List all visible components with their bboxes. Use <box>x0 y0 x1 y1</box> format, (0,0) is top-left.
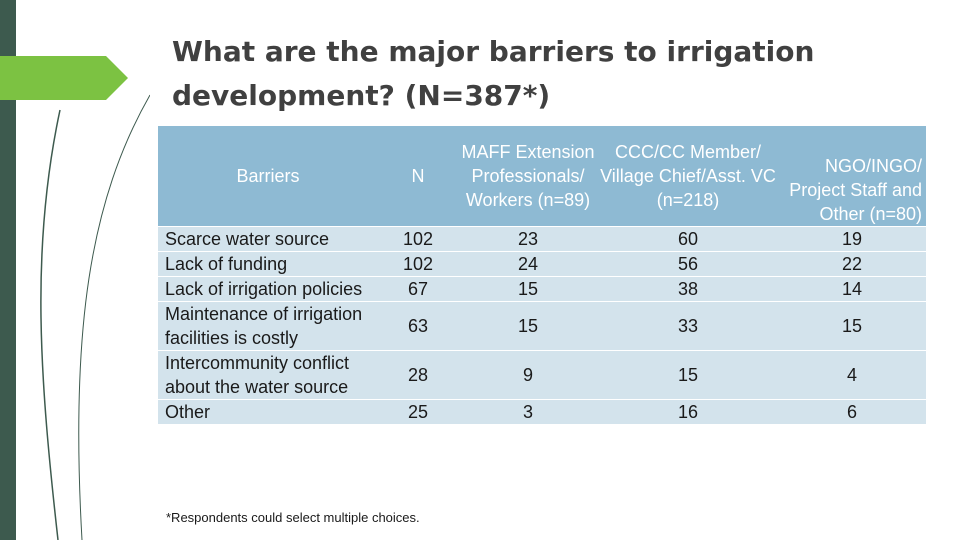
n-cell: 25 <box>378 398 458 424</box>
barrier-cell: Lack of funding <box>158 250 378 276</box>
ngo-cell: 6 <box>778 398 926 424</box>
maff-cell: 15 <box>458 275 598 301</box>
table-row: Scarce water source 102 23 60 19 <box>158 225 926 251</box>
ccc-cell: 38 <box>598 275 778 301</box>
n-cell: 63 <box>378 300 458 350</box>
barrier-cell: Maintenance of irrigation facilities is … <box>158 300 378 350</box>
slide-title: What are the major barriers to irrigatio… <box>172 35 815 112</box>
maff-cell: 15 <box>458 300 598 350</box>
ccc-cell: 15 <box>598 349 778 399</box>
n-cell: 102 <box>378 225 458 251</box>
table-header-row: Barriers N MAFF Extension Professionals/… <box>158 126 926 226</box>
header-ngo: NGO/INGO/ Project Staff and Other (n=80) <box>778 126 926 226</box>
ccc-cell: 16 <box>598 398 778 424</box>
table-row: Other 25 3 16 6 <box>158 398 926 424</box>
barrier-cell: Intercommunity conflict about the water … <box>158 349 378 399</box>
header-barriers: Barriers <box>158 126 378 226</box>
maff-cell: 24 <box>458 250 598 276</box>
maff-cell: 9 <box>458 349 598 399</box>
table-row: Maintenance of irrigation facilities is … <box>158 300 926 350</box>
footnote: *Respondents could select multiple choic… <box>166 510 420 525</box>
ccc-cell: 60 <box>598 225 778 251</box>
side-accent-bar <box>0 0 16 540</box>
barrier-cell: Scarce water source <box>158 225 378 251</box>
ngo-cell: 14 <box>778 275 926 301</box>
barriers-table: Barriers N MAFF Extension Professionals/… <box>158 126 926 424</box>
decorative-lines <box>40 94 150 540</box>
n-cell: 67 <box>378 275 458 301</box>
table-row: Intercommunity conflict about the water … <box>158 349 926 399</box>
n-cell: 102 <box>378 250 458 276</box>
green-arrow-shape <box>0 56 128 100</box>
header-n: N <box>378 126 458 226</box>
header-maff: MAFF Extension Professionals/ Workers (n… <box>458 126 598 226</box>
ccc-cell: 56 <box>598 250 778 276</box>
maff-cell: 3 <box>458 398 598 424</box>
ngo-cell: 22 <box>778 250 926 276</box>
barrier-cell: Other <box>158 398 378 424</box>
ccc-cell: 33 <box>598 300 778 350</box>
table-row: Lack of funding 102 24 56 22 <box>158 250 926 276</box>
barrier-cell: Lack of irrigation policies <box>158 275 378 301</box>
barriers-table-container: Barriers N MAFF Extension Professionals/… <box>158 126 926 424</box>
table-row: Lack of irrigation policies 67 15 38 14 <box>158 275 926 301</box>
header-ccc: CCC/CC Member/ Village Chief/Asst. VC (n… <box>598 126 778 226</box>
maff-cell: 23 <box>458 225 598 251</box>
n-cell: 28 <box>378 349 458 399</box>
ngo-cell: 15 <box>778 300 926 350</box>
ngo-cell: 19 <box>778 225 926 251</box>
ngo-cell: 4 <box>778 349 926 399</box>
